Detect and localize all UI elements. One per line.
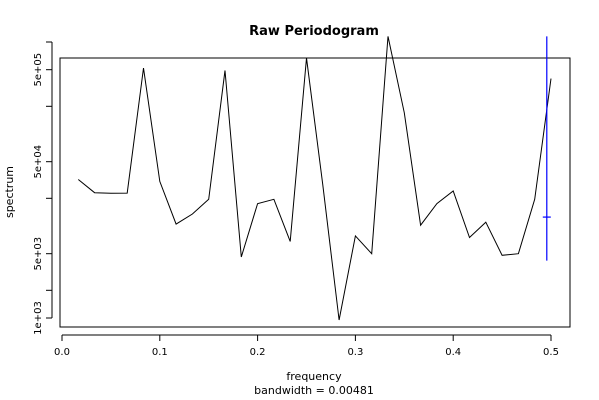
data-point — [143, 68, 144, 69]
confidence-bar-group — [542, 36, 551, 261]
data-point — [518, 253, 519, 254]
y-tick-label: 5e+04 — [33, 145, 44, 179]
y-axis: 1e+03 5e+03 5e+04 5e+05 — [33, 41, 53, 335]
data-point — [257, 203, 258, 204]
data-point — [241, 256, 242, 257]
series-layer — [77, 36, 552, 321]
x-tick-label: 0.0 — [54, 347, 70, 358]
data-point — [550, 78, 551, 79]
y-tick-label: 5e+03 — [33, 237, 44, 271]
data-point — [371, 253, 372, 254]
x-axis: 0.0 0.1 0.2 0.3 0.4 0.5 — [54, 334, 559, 358]
data-point — [273, 199, 274, 200]
data-point — [306, 57, 307, 58]
data-point — [420, 225, 421, 226]
data-point — [469, 237, 470, 238]
data-point — [127, 193, 128, 194]
data-point — [355, 235, 356, 236]
y-tick-label: 1e+03 — [33, 301, 44, 335]
x-tick-label: 0.5 — [543, 347, 559, 358]
data-point — [290, 241, 291, 242]
x-axis-label: frequency — [286, 370, 342, 383]
data-point — [485, 222, 486, 223]
data-point — [159, 181, 160, 182]
x-tick-label: 0.2 — [250, 347, 266, 358]
data-point — [534, 199, 535, 200]
data-point — [387, 36, 388, 37]
x-axis-sublabel: bandwidth = 0.00481 — [254, 384, 374, 397]
data-point — [94, 192, 95, 193]
data-point — [78, 179, 79, 180]
periodogram-line — [77, 36, 552, 321]
data-point — [436, 203, 437, 204]
chart-title: Raw Periodogram — [249, 24, 379, 39]
data-point — [176, 224, 177, 225]
y-tick-label: 5e+05 — [33, 53, 44, 87]
y-axis-label: spectrum — [3, 166, 16, 218]
data-point — [208, 199, 209, 200]
data-point — [192, 213, 193, 214]
data-point — [404, 112, 405, 113]
data-point — [110, 193, 111, 194]
data-point — [339, 319, 340, 320]
data-point — [502, 255, 503, 256]
data-point — [224, 70, 225, 71]
data-point — [322, 184, 323, 185]
x-tick-label: 0.4 — [445, 347, 461, 358]
plot-area-frame — [59, 57, 571, 328]
x-tick-label: 0.1 — [152, 347, 168, 358]
data-point — [453, 190, 454, 191]
x-tick-label: 0.3 — [347, 347, 363, 358]
